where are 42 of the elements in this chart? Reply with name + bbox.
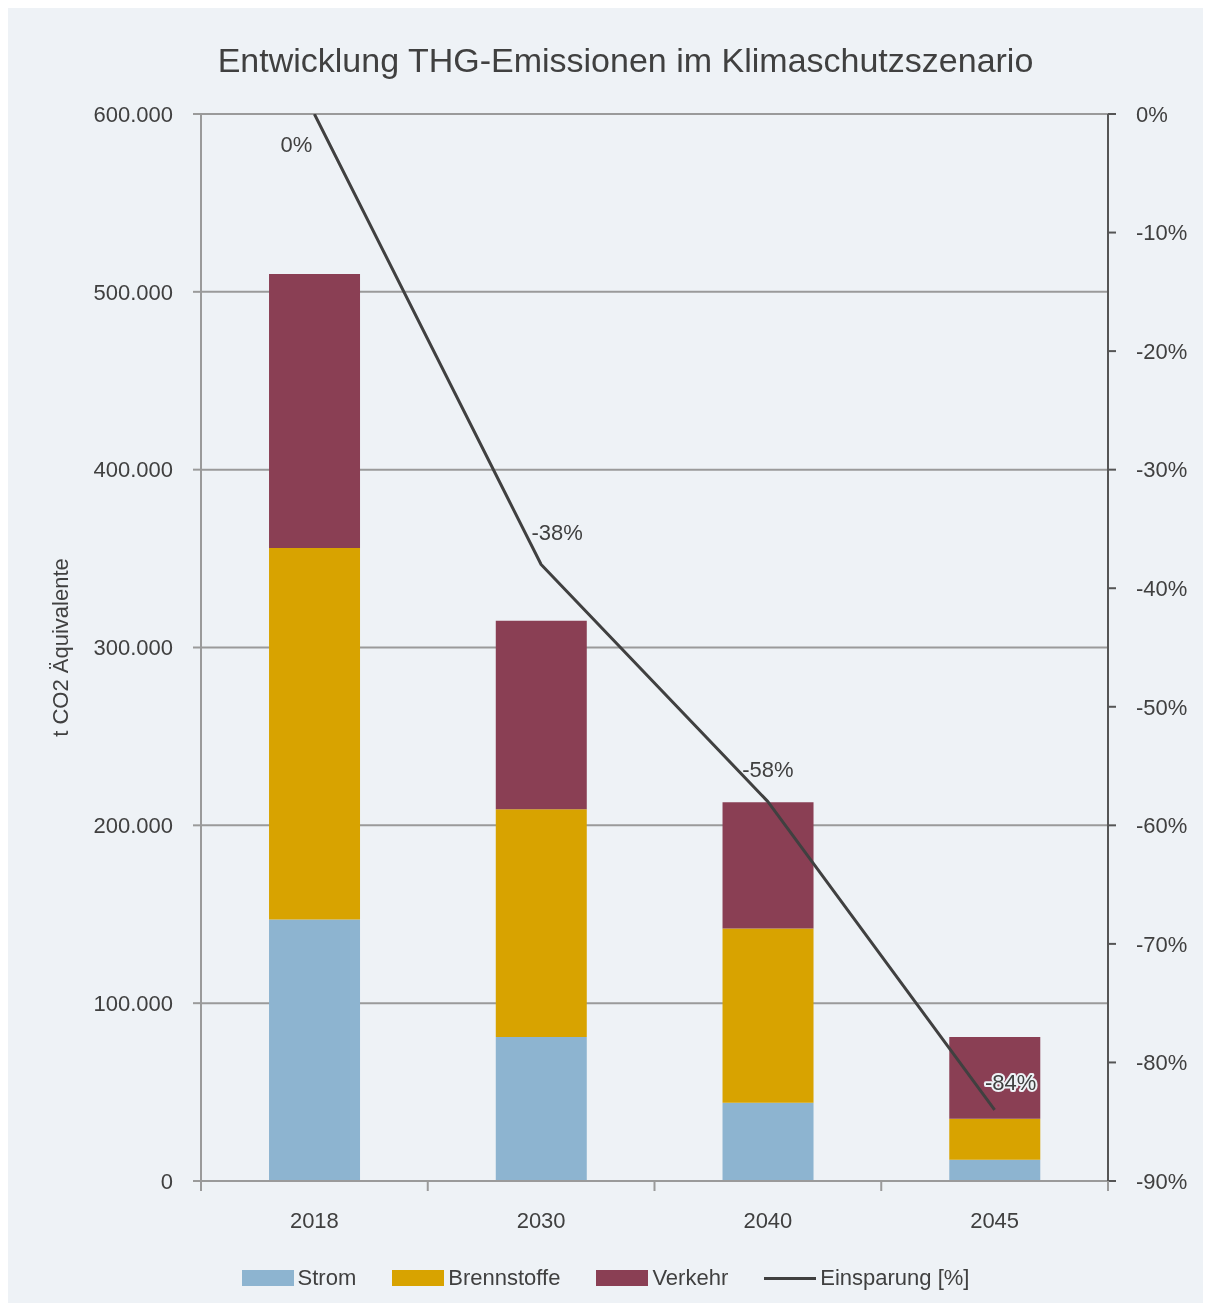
y2-tick-label: -60% (1136, 813, 1188, 839)
y-tick-label: 300.000 (93, 635, 173, 661)
bar (269, 919, 361, 1181)
data-label: -84% (984, 1069, 1037, 1095)
y-tick-label: 100.000 (93, 990, 173, 1016)
x-tick-label: 2018 (289, 1207, 339, 1233)
legend-label: Brennstoffe (448, 1265, 561, 1291)
bar (495, 620, 587, 810)
y2-tick-label: -80% (1136, 1050, 1188, 1076)
legend-label: Einsparung [%] (820, 1265, 970, 1291)
y-tick-label: 600.000 (93, 101, 173, 127)
x-tick-label: 2040 (743, 1207, 793, 1233)
x-tick-label: 2045 (970, 1207, 1020, 1233)
y-tick-label: 0 (160, 1168, 173, 1194)
data-label: -58% (742, 757, 794, 783)
y2-tick-label: -30% (1136, 457, 1188, 483)
chart-title: Entwicklung THG-Emissionen im Klimaschutzszenario (216, 40, 1035, 81)
y2-tick-label: -70% (1136, 931, 1188, 957)
bar (722, 928, 814, 1103)
legend-label: Strom (297, 1265, 357, 1291)
x-tick-label: 2030 (516, 1207, 566, 1233)
bar (722, 1102, 814, 1181)
bar (722, 802, 814, 929)
bar (495, 809, 587, 1037)
y-axis-title: t CO2 Äquivalente (47, 558, 73, 737)
y2-tick-label: -90% (1136, 1168, 1188, 1194)
y2-tick-label: 0% (1136, 101, 1168, 127)
y2-tick-label: -20% (1136, 338, 1188, 364)
bar (269, 547, 361, 920)
y2-tick-label: -10% (1136, 220, 1188, 246)
y-tick-label: 500.000 (93, 279, 173, 305)
data-label: -38% (531, 520, 583, 546)
y2-tick-label: -50% (1136, 694, 1188, 720)
data-label: 0% (280, 131, 313, 157)
bar (949, 1159, 1041, 1181)
bar (495, 1036, 587, 1181)
bar (949, 1118, 1041, 1160)
y-tick-label: 400.000 (93, 457, 173, 483)
y-tick-label: 200.000 (93, 813, 173, 839)
y2-tick-label: -40% (1136, 576, 1188, 602)
bar (269, 274, 361, 548)
legend-label: Verkehr (652, 1265, 729, 1291)
